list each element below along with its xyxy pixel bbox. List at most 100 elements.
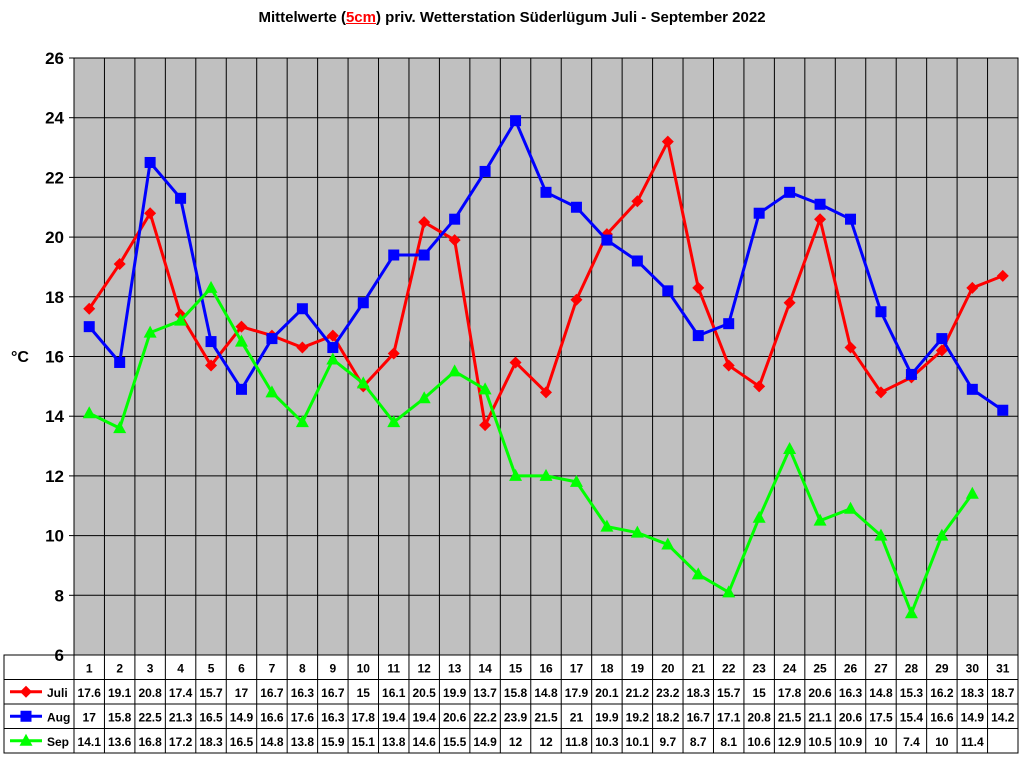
data-point	[630, 525, 644, 538]
data-label: 16.2	[930, 686, 954, 700]
data-point	[83, 302, 96, 315]
data-label: 18.7	[991, 686, 1015, 700]
data-point	[601, 234, 613, 246]
data-label: 15.7	[717, 686, 741, 700]
data-label: 19.1	[108, 686, 132, 700]
category-label: 13	[448, 661, 462, 675]
data-label: 20.8	[138, 686, 162, 700]
data-point	[296, 341, 309, 354]
data-label: 18.3	[961, 686, 985, 700]
data-label: 15.4	[900, 710, 924, 724]
data-point	[661, 135, 674, 148]
data-label: 16.8	[138, 735, 162, 749]
data-point	[509, 356, 522, 369]
data-point	[935, 344, 948, 357]
data-point	[814, 213, 827, 226]
data-label: 21	[570, 710, 584, 724]
chart-title-suffix: ) priv. Wetterstation Süderlügum Juli - …	[376, 9, 766, 26]
data-label: 19.4	[413, 710, 437, 724]
category-label: 11	[387, 661, 400, 675]
category-label: 29	[935, 661, 949, 675]
data-label: 18.3	[199, 735, 223, 749]
category-label: 1	[86, 661, 93, 675]
category-label: 7	[269, 661, 276, 675]
data-point	[996, 269, 1009, 282]
data-point	[174, 313, 188, 326]
data-label: 17.9	[565, 686, 589, 700]
data-label: 20.1	[595, 686, 619, 700]
data-point	[448, 364, 462, 377]
category-label: 22	[722, 661, 736, 675]
data-label: 20.6	[808, 686, 832, 700]
data-point	[296, 303, 308, 315]
data-label: 17.4	[169, 686, 193, 700]
plot-area	[73, 57, 1019, 753]
data-point	[935, 528, 949, 541]
data-point	[936, 333, 948, 345]
data-label: 14.9	[473, 735, 497, 749]
data-label: 20.6	[443, 710, 467, 724]
data-point	[631, 195, 644, 208]
data-point	[265, 385, 279, 398]
data-label: 20.5	[413, 686, 437, 700]
series-line	[88, 286, 974, 615]
data-label: 15	[357, 686, 371, 700]
data-point	[418, 249, 430, 261]
category-label: 5	[208, 661, 215, 675]
category-label: 16	[539, 661, 553, 675]
data-point	[753, 380, 766, 393]
data-point	[235, 320, 248, 333]
data-label: 13.8	[291, 735, 315, 749]
data-label: 14.2	[991, 710, 1015, 724]
data-label: 16.1	[382, 686, 406, 700]
data-point	[631, 255, 643, 267]
category-label: 17	[570, 661, 584, 675]
data-point	[783, 296, 796, 309]
data-label: 18.3	[687, 686, 711, 700]
data-point	[966, 383, 978, 395]
data-point	[997, 404, 1009, 416]
data-label: 19.9	[443, 686, 467, 700]
data-label: 10	[874, 735, 888, 749]
category-label: 2	[116, 661, 123, 675]
data-point	[783, 442, 797, 455]
data-point	[723, 318, 735, 330]
data-point	[844, 341, 857, 354]
data-point	[722, 585, 736, 598]
category-label: 23	[752, 661, 766, 675]
data-point	[722, 359, 735, 372]
data-point	[326, 329, 339, 342]
data-point	[327, 342, 339, 354]
data-point	[784, 186, 796, 198]
data-label: 10.6	[747, 735, 771, 749]
data-point	[266, 333, 278, 345]
category-label: 6	[238, 661, 245, 675]
data-point	[295, 415, 309, 428]
data-point	[20, 685, 32, 698]
data-point	[235, 383, 247, 395]
data-label: 15.9	[321, 735, 345, 749]
data-point	[874, 528, 888, 541]
data-label: 10.1	[626, 735, 650, 749]
data-point	[569, 474, 583, 487]
data-label: 21.2	[626, 686, 650, 700]
data-label: 13.7	[473, 686, 497, 700]
data-label: 16.7	[260, 686, 284, 700]
data-point	[234, 334, 248, 347]
category-label: 26	[844, 661, 858, 675]
data-label: 22.5	[138, 710, 162, 724]
data-label: 14.8	[260, 735, 284, 749]
data-point	[143, 325, 157, 338]
category-label: 3	[147, 661, 154, 675]
data-label: 20.6	[839, 710, 863, 724]
data-label: 21.1	[808, 710, 832, 724]
data-point	[144, 207, 157, 220]
y-tick-label: 22	[45, 168, 64, 187]
data-point	[814, 198, 826, 210]
category-label: 4	[177, 661, 184, 675]
data-label: 19.9	[595, 710, 619, 724]
series-aug	[83, 115, 1009, 416]
data-label: 17.5	[869, 710, 893, 724]
data-label: 22.2	[473, 710, 497, 724]
data-label: 20.8	[747, 710, 771, 724]
